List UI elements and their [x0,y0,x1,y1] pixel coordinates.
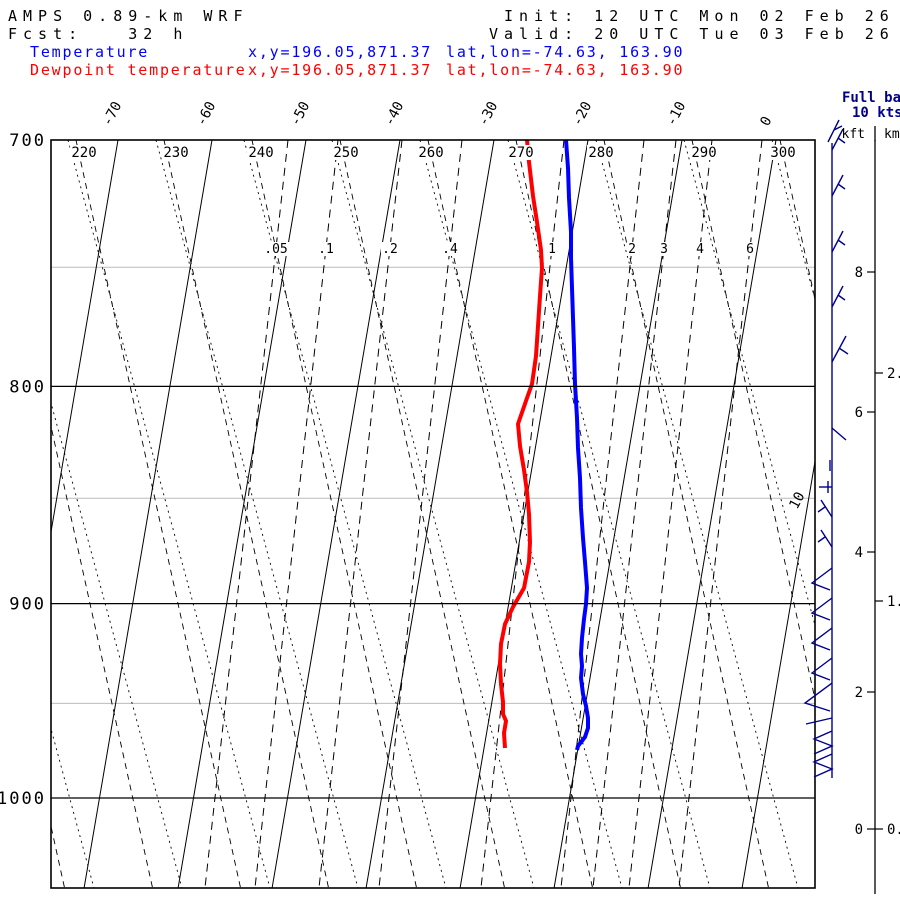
dry-adiabat-label: 250 [333,145,358,161]
mixing-ratio-label: 2 [628,242,636,257]
wind-barb [810,567,833,591]
isotherm-top-label: -20 [569,99,595,129]
wind-barb [820,499,833,518]
pressure-tick-label: 1000 [0,789,46,809]
mixing-ratio-label: 4 [696,242,704,257]
wind-barb [837,137,846,144]
wind-barb [817,506,826,513]
wind-barb [812,753,834,778]
legend-dewpoint-xy: x,y=196.05,871.37 [248,61,433,79]
mixing-ratio-label: 3 [660,242,668,257]
dry-adiabat-label: 300 [770,145,795,161]
isotherm-top-label: -70 [99,99,125,129]
dry-adiabat-label: 280 [588,145,613,161]
major-isobars [51,385,815,799]
wind-barb [837,239,846,246]
legend-temperature-label: Temperature [30,43,150,61]
kft-tick-label: 4 [855,545,863,561]
wind-barb [810,657,833,681]
sample-barb [827,119,840,143]
wind-barb [831,285,844,308]
valid-time: Valid: 20 UTC Tue 03 Feb 26 [489,25,895,43]
wind-barb [812,730,834,755]
isotherm-top-label: -40 [381,99,407,129]
wind-barb [831,174,844,197]
wind-barb [820,529,833,548]
init-time: Init: 12 UTC Mon 02 Feb 26 [504,7,895,25]
legend-dewpoint-latlon: lat,lon=-74.63, 163.90 [446,61,685,79]
pressure-tick-label: 800 [9,377,46,397]
kft-axis-title: kft [842,127,865,142]
model-title: AMPS 0.89-km WRF [8,7,249,25]
isotherm-inline-label: 10 [786,489,808,511]
dry-adiabat-label: 290 [691,145,716,161]
dry-adiabat-label: 240 [248,145,273,161]
wind-barb [837,183,846,190]
mixing-ratio-label: .1 [318,242,334,257]
sample-barb-tick [833,125,843,131]
dewpoint-curve [498,140,544,749]
forecast-hour: Fcst: 32 h [8,25,189,43]
wind-barb-column [803,119,849,778]
moist-adiabat-lines [51,140,815,888]
full-barb-note-line2: 10 kts [852,105,900,121]
pressure-tick-label: 900 [9,595,46,615]
mixing-ratio-label: 1 [548,242,556,257]
dry-adiabat-label: 270 [508,145,533,161]
dry-adiabat-label: 260 [418,145,443,161]
pressure-axis-labels: 700 800 900 1000 [0,131,46,809]
mixing-ratio-label: 6 [746,242,754,257]
temperature-curve [564,140,590,751]
wind-barb [831,427,847,441]
isotherm-top-label: -60 [193,99,219,129]
wind-barb [831,335,847,363]
km-tick-label: 2. [887,366,900,382]
km-tick-label: 1. [887,594,900,610]
wind-barb [805,717,833,725]
dry-adiabat-label: 230 [163,145,188,161]
full-barb-note-line1: Full barb: [842,90,900,106]
isotherm-top-label: -10 [663,99,689,129]
mixing-ratio-label: .05 [264,242,287,257]
km-axis-title: km [884,127,900,142]
legend-dewpoint-label: Dewpoint temperature [30,61,247,79]
kft-tick-label: 8 [855,265,863,281]
kft-tick-label: 0 [855,822,863,838]
minor-isobars [51,266,815,704]
mixing-ratio-label: .2 [382,242,398,257]
isotherm-top-label: 0 [757,114,775,129]
isotherm-top-labels: -70 -60 -50 -40 -30 -20 -10 0 [99,99,775,129]
wind-barb [837,294,846,301]
kft-tick-label: 2 [855,685,863,701]
isotherm-top-label: -50 [287,99,313,129]
wind-barb [831,128,844,151]
height-axis: kft km 8 6 4 2 0 2. 1. 0. [842,126,900,894]
km-tick-label: 0. [887,822,900,838]
plot-border [50,139,816,889]
wind-barb [831,230,844,253]
wind-barb [810,597,833,621]
wind-barb [810,627,833,651]
wind-barb [838,347,849,355]
isotherm-top-label: -30 [475,99,501,129]
mixing-ratio-label: .4 [442,242,458,257]
wind-barb [817,536,826,543]
dry-adiabat-label: 220 [71,145,96,161]
legend-temperature-latlon: lat,lon=-74.63, 163.90 [446,43,685,61]
legend-temperature-xy: x,y=196.05,871.37 [248,43,433,61]
plot-interior [51,140,815,888]
isotherm-lines [51,140,815,888]
kft-tick-label: 6 [855,405,863,421]
pressure-tick-label: 700 [9,131,46,151]
wind-barb [803,682,833,712]
